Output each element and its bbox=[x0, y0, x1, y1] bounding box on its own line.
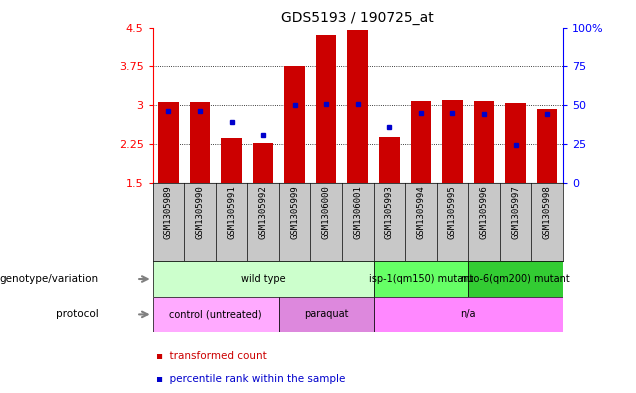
Text: GSM1306000: GSM1306000 bbox=[322, 185, 331, 239]
Text: nuo-6(qm200) mutant: nuo-6(qm200) mutant bbox=[461, 274, 570, 284]
Text: GSM1305991: GSM1305991 bbox=[227, 185, 236, 239]
Text: isp-1(qm150) mutant: isp-1(qm150) mutant bbox=[369, 274, 473, 284]
Bar bbox=[153, 261, 373, 297]
Text: GSM1305993: GSM1305993 bbox=[385, 185, 394, 239]
Text: GSM1305996: GSM1305996 bbox=[480, 185, 488, 239]
Text: GSM1306001: GSM1306001 bbox=[353, 185, 363, 239]
Bar bbox=[316, 35, 336, 183]
Text: control (untreated): control (untreated) bbox=[169, 309, 262, 320]
Bar bbox=[221, 138, 242, 183]
Text: wild type: wild type bbox=[241, 274, 286, 284]
Bar bbox=[474, 101, 494, 183]
Text: GSM1305989: GSM1305989 bbox=[164, 185, 173, 239]
Text: GSM1305994: GSM1305994 bbox=[417, 185, 425, 239]
Bar bbox=[505, 103, 526, 183]
Bar bbox=[379, 137, 399, 183]
Bar bbox=[347, 29, 368, 183]
Bar bbox=[153, 297, 279, 332]
Text: n/a: n/a bbox=[460, 309, 476, 320]
Bar bbox=[190, 102, 211, 183]
Bar bbox=[442, 101, 462, 183]
Bar bbox=[279, 297, 373, 332]
Text: paraquat: paraquat bbox=[304, 309, 349, 320]
Text: GSM1305999: GSM1305999 bbox=[290, 185, 299, 239]
Bar bbox=[411, 101, 431, 183]
Text: ▪  transformed count: ▪ transformed count bbox=[156, 351, 266, 361]
Text: GSM1305998: GSM1305998 bbox=[543, 185, 551, 239]
Bar bbox=[537, 109, 557, 183]
Bar bbox=[468, 261, 563, 297]
Text: protocol: protocol bbox=[56, 309, 99, 320]
Bar bbox=[158, 102, 179, 183]
Bar bbox=[373, 297, 563, 332]
Text: GSM1305990: GSM1305990 bbox=[195, 185, 204, 239]
Text: GSM1305995: GSM1305995 bbox=[448, 185, 457, 239]
Text: genotype/variation: genotype/variation bbox=[0, 274, 99, 284]
Bar bbox=[284, 66, 305, 183]
Bar bbox=[373, 261, 468, 297]
Text: GSM1305997: GSM1305997 bbox=[511, 185, 520, 239]
Title: GDS5193 / 190725_at: GDS5193 / 190725_at bbox=[281, 11, 434, 25]
Text: GSM1305992: GSM1305992 bbox=[259, 185, 268, 239]
Bar bbox=[253, 143, 273, 183]
Text: ▪  percentile rank within the sample: ▪ percentile rank within the sample bbox=[156, 374, 345, 384]
